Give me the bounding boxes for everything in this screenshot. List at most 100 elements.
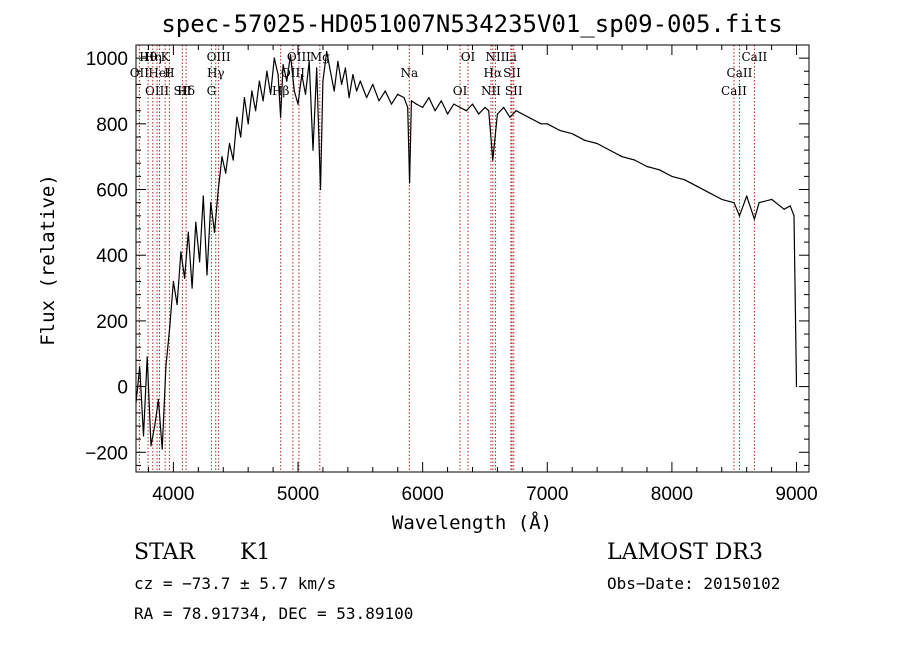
spectrum-point: [172, 280, 174, 283]
x-tick-label: 5000: [277, 484, 319, 505]
spectrum-point: [683, 179, 685, 181]
observation-date: Obs−Date: 20150102: [607, 574, 781, 593]
spectrum-point: [415, 103, 418, 105]
spectrum-point: [301, 73, 303, 76]
spectrum-point: [515, 110, 517, 112]
spectrum-point: [440, 100, 442, 102]
spectrum-point: [407, 106, 409, 109]
spectral-line-label: Na: [400, 66, 418, 80]
spectrum-point: [304, 93, 307, 95]
spectrum-point: [355, 90, 358, 92]
x-tick-label: 8000: [651, 484, 693, 505]
spectrum-point: [157, 399, 160, 401]
spectral-line-label: Hη: [144, 50, 162, 64]
x-tick-label: 9000: [775, 484, 817, 505]
coordinates: RA = 78.91734, DEC = 53.89100: [134, 604, 414, 623]
spectrum-point: [783, 208, 785, 210]
spectrum-point: [198, 261, 201, 263]
spectrum-point: [282, 64, 284, 66]
spectrum-point: [142, 435, 145, 437]
spectrum-point: [795, 386, 798, 388]
spectral-line-label: OI: [461, 50, 476, 64]
spectral-line-label: CaII: [721, 84, 747, 98]
spectrum-point: [184, 277, 186, 279]
spectrum-point: [571, 133, 573, 135]
spectrum-point: [169, 326, 171, 329]
spectrum-point: [390, 103, 393, 105]
y-tick-label: 400: [96, 246, 128, 267]
spectrum-point: [608, 149, 611, 151]
spectral-line-label: OI: [453, 84, 468, 98]
spectrum-point: [180, 251, 182, 253]
spectral-line-label: SII: [174, 84, 192, 98]
spectrum-point: [255, 110, 257, 112]
spectral-line-label: Hδ: [177, 84, 195, 98]
spectrum-point: [165, 366, 167, 368]
spectral-line-label: OII: [130, 66, 150, 80]
spectrum-point: [534, 119, 536, 122]
spectrum-point: [410, 100, 413, 102]
spectrum-point: [247, 123, 249, 125]
spectral-line-label: H: [164, 66, 174, 80]
spectrum-point: [217, 188, 219, 191]
spectrum-point: [341, 83, 343, 86]
spectrum-point: [384, 90, 386, 92]
x-axis-label: Wavelength (Å): [392, 511, 552, 534]
spectrum-point: [492, 159, 494, 161]
spectral-line-label: Hβ: [272, 84, 289, 98]
spectrum-point: [465, 110, 467, 112]
chart-title: spec-57025-HD051007N534235V01_sp09-005.f…: [161, 10, 782, 38]
spectrum-point: [333, 90, 335, 92]
spectrum-point: [540, 123, 542, 125]
spectral-line-label: Hα: [484, 66, 503, 80]
spectrum-point: [329, 70, 332, 72]
y-tick-label: 0: [117, 378, 128, 399]
spectrum-point: [484, 106, 486, 109]
spectrum-point: [621, 156, 623, 158]
spectrum-point: [191, 287, 193, 289]
spectrum-point: [559, 129, 561, 131]
spectrum-point: [378, 100, 380, 102]
x-tick-label: 6000: [402, 484, 444, 505]
plot-frame: [135, 44, 810, 473]
spectrum-point: [708, 192, 710, 194]
spectrum-point: [696, 185, 698, 187]
spectrum-point: [243, 96, 246, 99]
spectral-line-label: K: [161, 50, 171, 64]
spectrum-point: [262, 100, 264, 102]
spectrum-point: [319, 188, 322, 191]
spectrum-point: [289, 54, 292, 56]
spectrum-point: [446, 113, 449, 115]
spectral-line-label: HeI: [148, 66, 171, 80]
spectrum-point: [753, 218, 756, 220]
spectral-line-label: G: [207, 84, 217, 98]
x-tick-label: 4000: [152, 484, 194, 505]
spectrum-point: [521, 113, 523, 115]
spectrum-point: [176, 303, 178, 306]
spectrum-point: [322, 80, 324, 82]
spectrum-point: [397, 93, 399, 95]
spectrum-point: [232, 159, 234, 161]
spectrum-point: [202, 195, 204, 197]
spectrum-point: [279, 116, 282, 118]
spectrum-point: [671, 175, 673, 177]
spectrum-point: [658, 169, 661, 171]
spectrum-point: [240, 136, 242, 138]
spectrum-point: [273, 57, 275, 59]
spectral-line-label: SII: [503, 66, 521, 80]
spectrum-point: [359, 80, 361, 82]
spectrum-point: [646, 165, 648, 168]
object-class: STAR: [134, 540, 195, 565]
spectrum-point: [286, 80, 288, 82]
spectrum-point: [266, 70, 268, 72]
spectrum-point: [527, 116, 530, 118]
spectrum-point: [546, 123, 548, 125]
object-subclass: K1: [240, 540, 271, 565]
spectrum-point: [584, 139, 586, 141]
spectrum-point: [478, 113, 480, 115]
spectrum-point: [434, 110, 436, 112]
spectrum-point: [146, 356, 148, 358]
spectrum-point: [365, 96, 368, 99]
spectrum-point: [403, 96, 405, 99]
